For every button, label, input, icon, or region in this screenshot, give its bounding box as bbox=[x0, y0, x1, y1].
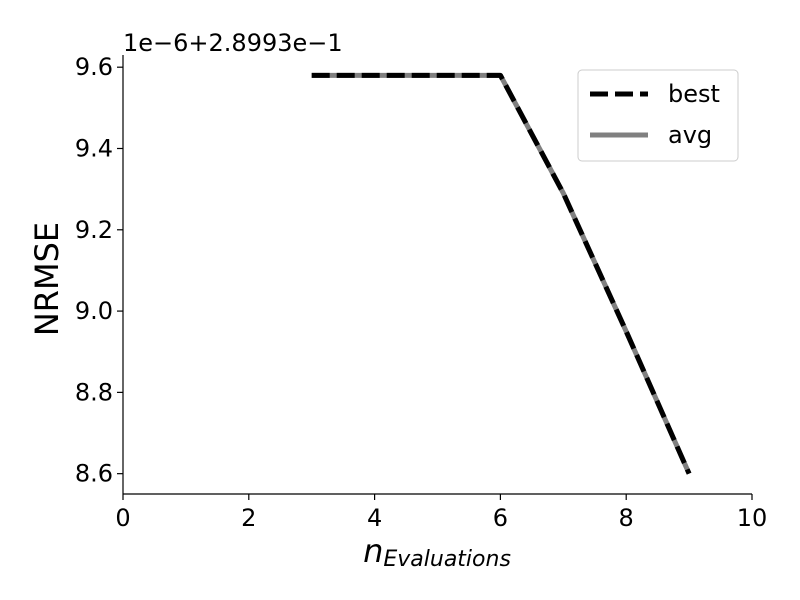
x-tick-label: 4 bbox=[367, 504, 382, 532]
y-offset-label: 1e−6+2.8993e−1 bbox=[123, 29, 343, 57]
y-tick-label: 8.8 bbox=[75, 378, 113, 406]
y-tick-label: 9.6 bbox=[75, 53, 113, 81]
series-line-best bbox=[311, 72, 692, 475]
x-tick-label: 8 bbox=[619, 504, 634, 532]
x-axis-title: nEvaluations bbox=[363, 532, 511, 572]
axes bbox=[122, 55, 752, 495]
y-tick-label: 9.0 bbox=[75, 297, 113, 325]
y-ticks: 8.6 8.8 9.0 9.2 9.4 9.6 bbox=[75, 53, 123, 488]
x-tick-label: 10 bbox=[737, 504, 768, 532]
x-tick-label: 0 bbox=[115, 504, 130, 532]
y-axis-title: NRMSE bbox=[28, 222, 66, 336]
x-axis-title-base: n bbox=[363, 532, 383, 570]
x-tick-label: 6 bbox=[493, 504, 508, 532]
x-tick-label: 2 bbox=[241, 504, 256, 532]
y-tick-label: 9.4 bbox=[75, 134, 113, 162]
legend: best avg bbox=[577, 69, 739, 162]
legend-label-avg: avg bbox=[668, 121, 712, 149]
x-axis-title-subscript: Evaluations bbox=[383, 547, 511, 572]
legend-label-best: best bbox=[668, 80, 720, 108]
x-ticks: 0 2 4 6 8 10 bbox=[115, 494, 767, 532]
series-layer bbox=[311, 72, 692, 475]
y-tick-label: 9.2 bbox=[75, 216, 113, 244]
y-tick-label: 8.6 bbox=[75, 460, 113, 488]
